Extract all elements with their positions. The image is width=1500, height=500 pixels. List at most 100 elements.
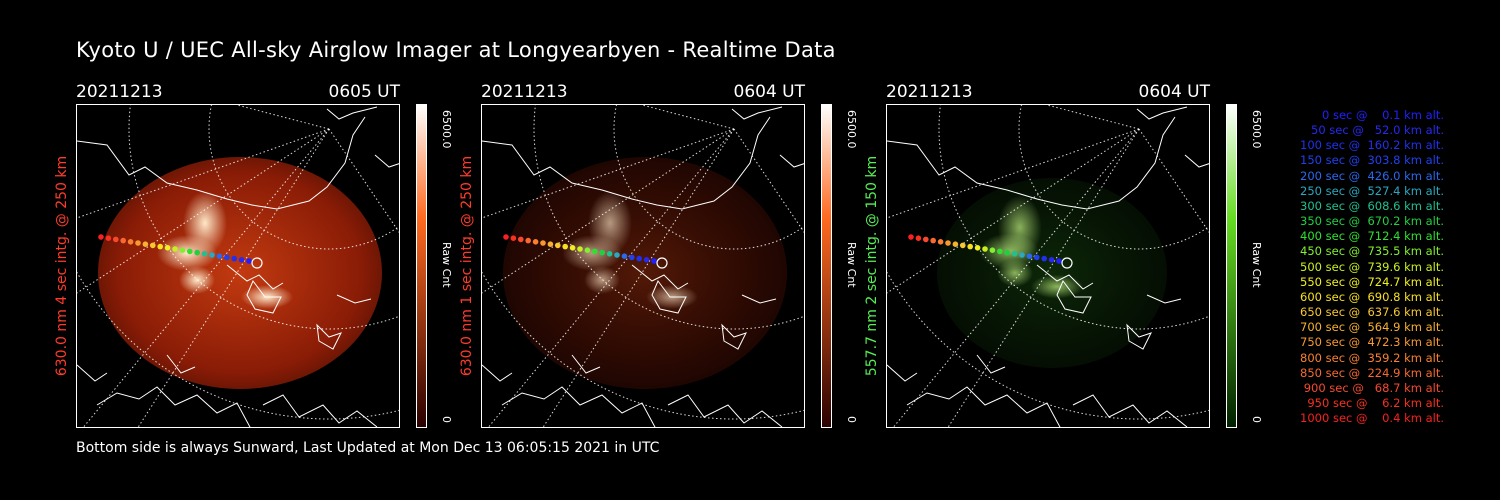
trajectory-point xyxy=(187,248,193,255)
page-title: Kyoto U / UEC All-sky Airglow Imager at … xyxy=(76,38,836,62)
trajectory-point xyxy=(1048,257,1055,263)
legend-row: 100 sec @ 160.2 km alt. xyxy=(1300,138,1444,153)
trajectory-point xyxy=(577,246,583,252)
trajectory-point xyxy=(974,245,981,251)
allsky-image xyxy=(481,104,805,428)
legend-row: 550 sec @ 724.7 km alt. xyxy=(1300,274,1444,289)
panel-ylabel: 557.7 nm 2 sec intg. @ 150 km xyxy=(864,155,880,377)
trajectory-point xyxy=(216,253,223,259)
colorbar xyxy=(416,104,427,428)
trajectory-point xyxy=(569,245,576,251)
trajectory-point xyxy=(201,251,208,257)
trajectory-point xyxy=(120,237,126,244)
trajectory-point xyxy=(525,237,531,244)
trajectory-point xyxy=(915,235,922,241)
trajectory-point xyxy=(135,240,141,246)
allsky-image xyxy=(76,104,400,428)
trajectory-point xyxy=(629,254,635,261)
panel-0: 20211213 0605 UT 630.0 nm 4 sec intg. @ … xyxy=(54,80,476,430)
trajectory-point xyxy=(599,249,605,256)
trajectory-point xyxy=(930,237,936,244)
panel-date: 20211213 xyxy=(886,82,973,102)
legend-row: 200 sec @ 426.0 km alt. xyxy=(1300,168,1444,183)
trajectory-point xyxy=(532,239,539,245)
trajectory-point xyxy=(614,252,620,258)
legend-row: 800 sec @ 359.2 km alt. xyxy=(1300,350,1444,365)
trajectory-point xyxy=(540,240,546,246)
site-marker-icon xyxy=(1061,257,1073,269)
trajectory-point xyxy=(621,253,628,259)
trajectory-point xyxy=(945,240,951,246)
trajectory-point xyxy=(952,241,959,247)
trajectory-point xyxy=(157,243,163,250)
trajectory-point xyxy=(989,247,996,253)
legend-row: 850 sec @ 224.9 km alt. xyxy=(1300,365,1444,380)
colorbar-min-label: 0 xyxy=(440,416,453,423)
panel-time: 0604 UT xyxy=(1138,82,1211,102)
trajectory-point xyxy=(503,234,509,240)
panel-date: 20211213 xyxy=(481,82,568,102)
colorbar-unit-label: Raw Cnt xyxy=(1250,242,1263,288)
trajectory-point xyxy=(937,239,944,245)
trajectory-point xyxy=(209,252,215,258)
trajectory-point xyxy=(246,258,252,264)
legend-row: 0 sec @ 0.1 km alt. xyxy=(1321,108,1444,122)
trajectory-legend: 0 sec @ 0.1 km alt. 50 sec @ 52.0 km alt.… xyxy=(1268,108,1444,426)
trajectory-point xyxy=(1056,258,1062,264)
panel-time: 0604 UT xyxy=(733,82,806,102)
trajectory-point xyxy=(982,246,988,252)
panel-2: 20211213 0604 UT 557.7 nm 2 sec intg. @ … xyxy=(864,80,1286,430)
legend-row: 500 sec @ 739.6 km alt. xyxy=(1300,259,1444,274)
trajectory-point xyxy=(172,246,178,252)
legend-row: 900 sec @ 68.7 km alt. xyxy=(1303,380,1444,395)
trajectory-point xyxy=(1011,251,1018,257)
trajectory-point xyxy=(651,258,657,264)
trajectory-point xyxy=(547,241,554,247)
trajectory-point xyxy=(179,247,186,253)
colorbar-max-label: 6500.0 xyxy=(845,110,858,149)
panel-ylabel: 630.0 nm 1 sec intg. @ 250 km xyxy=(459,155,475,377)
site-marker-icon xyxy=(251,257,263,269)
colorbar-max-label: 6500.0 xyxy=(440,110,453,149)
allsky-image xyxy=(886,104,1210,428)
trajectory-point xyxy=(194,249,200,256)
trajectory-point xyxy=(606,251,613,257)
legend-row: 250 sec @ 527.4 km alt. xyxy=(1300,183,1444,198)
trajectory-point xyxy=(584,247,591,253)
legend-row: 50 sec @ 52.0 km alt. xyxy=(1311,123,1444,138)
trajectory-point xyxy=(231,255,237,262)
legend-row: 150 sec @ 303.8 km alt. xyxy=(1300,153,1444,168)
colorbar xyxy=(821,104,832,428)
colorbar-max-label: 6500.0 xyxy=(1250,110,1263,149)
panel-ylabel: 630.0 nm 4 sec intg. @ 250 km xyxy=(54,155,70,377)
trajectory-point xyxy=(518,236,524,243)
legend-row: 600 sec @ 690.8 km alt. xyxy=(1300,289,1444,304)
trajectory-point xyxy=(510,235,517,241)
trajectory-point xyxy=(923,236,929,243)
trajectory-point xyxy=(98,234,104,240)
legend-row: 350 sec @ 670.2 km alt. xyxy=(1300,214,1444,229)
trajectory-point xyxy=(164,245,171,251)
legend-row: 1000 sec @ 0.4 km alt. xyxy=(1300,411,1444,426)
trajectory-point xyxy=(960,242,966,249)
trajectory-point xyxy=(1026,253,1033,259)
trajectory-point xyxy=(908,234,914,240)
trajectory-point xyxy=(127,239,134,245)
trajectory-point xyxy=(997,248,1003,255)
colorbar-min-label: 0 xyxy=(1250,416,1263,423)
colorbar-min-label: 0 xyxy=(845,416,858,423)
legend-row: 300 sec @ 608.6 km alt. xyxy=(1300,198,1444,213)
trajectory-point xyxy=(636,255,642,262)
panel-time: 0605 UT xyxy=(328,82,401,102)
trajectory-track xyxy=(98,234,252,264)
trajectory-point xyxy=(113,236,119,243)
colorbar-unit-label: Raw Cnt xyxy=(845,242,858,288)
trajectory-track xyxy=(503,234,657,264)
trajectory-track xyxy=(908,234,1062,264)
trajectory-point xyxy=(562,243,568,250)
legend-row: 400 sec @ 712.4 km alt. xyxy=(1300,229,1444,244)
trajectory-point xyxy=(142,241,149,247)
trajectory-point xyxy=(967,243,973,250)
panel-1: 20211213 0604 UT 630.0 nm 1 sec intg. @ … xyxy=(459,80,881,430)
trajectory-point xyxy=(105,235,112,241)
